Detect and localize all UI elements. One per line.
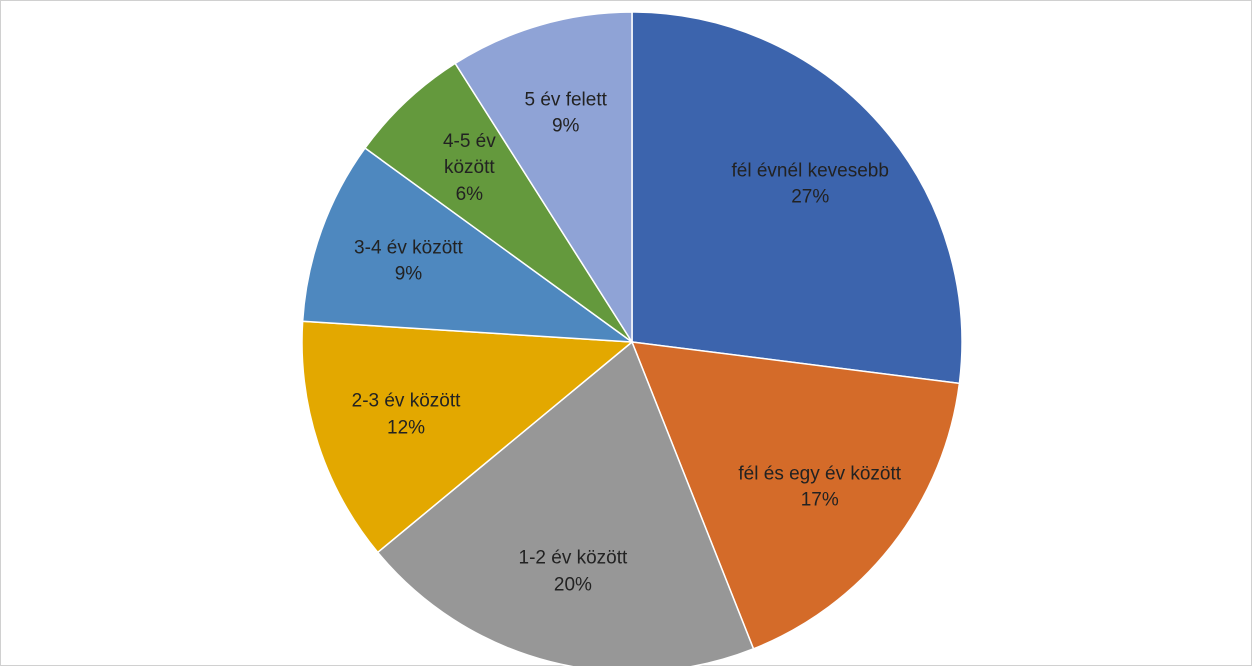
data-label: fél évnél kevesebb 27% (732, 158, 889, 211)
value-label: 12% (387, 417, 426, 439)
data-label: 4-5 év között 6% (429, 129, 509, 209)
pie-slice (631, 11, 963, 385)
data-label: 5 év felett 9% (525, 87, 607, 140)
pie-slice (630, 341, 961, 650)
category-label: fél évnél kevesebb (731, 160, 889, 182)
data-label: 3-4 év között 9% (354, 235, 463, 288)
value-label: 9% (551, 115, 580, 137)
value-label: 27% (791, 186, 830, 208)
data-label: 1-2 év között 20% (519, 546, 628, 599)
category-label: 4-5 év között (442, 130, 496, 179)
value-label: 20% (553, 574, 592, 596)
data-label: fél és egy év között 17% (738, 461, 901, 514)
value-label: 6% (455, 184, 484, 206)
pie-slice (301, 320, 634, 554)
pie-slice (363, 62, 633, 343)
pie-slice (454, 11, 633, 345)
category-label: 5 év felett (524, 89, 607, 111)
value-label: 9% (394, 263, 423, 285)
category-label: fél és egy év között (738, 463, 902, 485)
pie-slice (301, 146, 635, 343)
category-label: 1-2 év között (518, 547, 628, 569)
pie-slice (376, 340, 755, 666)
data-label: 2-3 év között 12% (352, 389, 461, 442)
category-label: 3-4 év között (354, 236, 463, 258)
value-label: 17% (800, 489, 839, 511)
pie (301, 11, 963, 666)
category-label: 2-3 év között (351, 390, 461, 412)
